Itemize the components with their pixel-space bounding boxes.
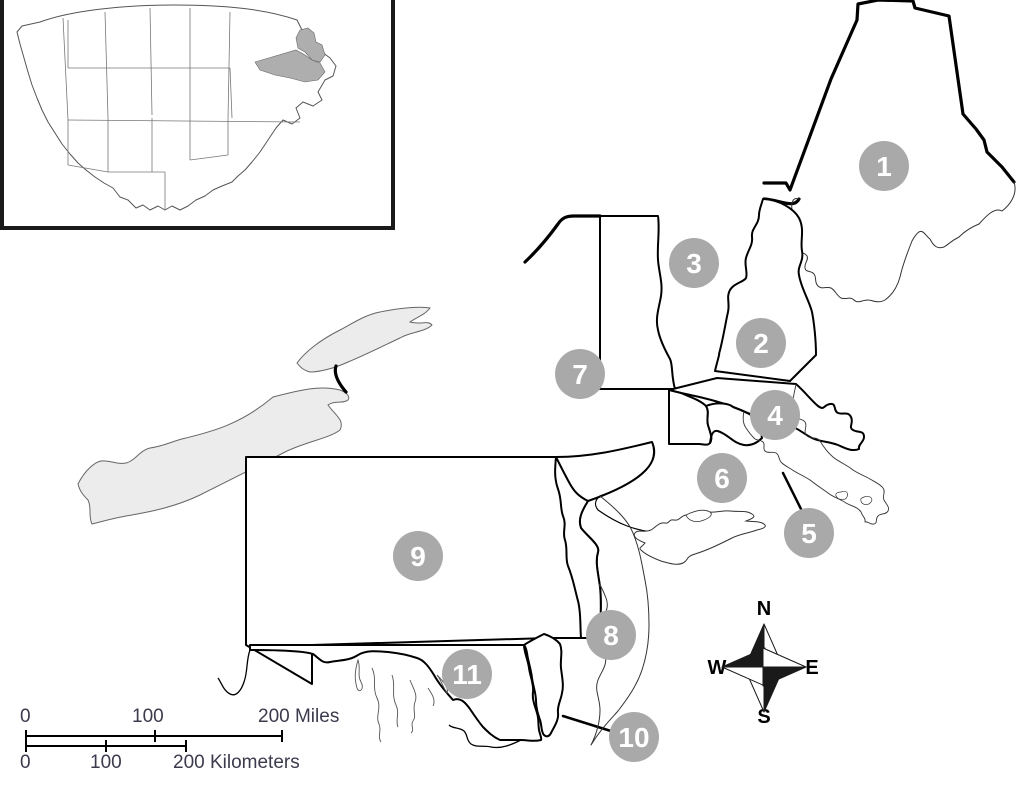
svg-text:7: 7: [572, 359, 588, 390]
svg-text:0: 0: [20, 752, 31, 773]
svg-text:E: E: [805, 657, 818, 679]
svg-text:100: 100: [132, 706, 164, 727]
svg-text:4: 4: [767, 400, 783, 431]
svg-text:11: 11: [452, 659, 482, 690]
svg-text:1: 1: [876, 151, 892, 182]
svg-text:2: 2: [753, 328, 769, 359]
svg-text:3: 3: [686, 248, 702, 279]
svg-text:5: 5: [801, 518, 817, 549]
svg-text:0: 0: [20, 706, 31, 727]
svg-text:200 Kilometers: 200 Kilometers: [173, 752, 300, 773]
svg-text:200 Miles: 200 Miles: [258, 706, 339, 727]
svg-text:100: 100: [90, 752, 122, 773]
svg-text:10: 10: [618, 722, 649, 753]
svg-text:8: 8: [603, 620, 619, 651]
svg-text:9: 9: [410, 541, 426, 572]
svg-text:6: 6: [714, 463, 730, 494]
svg-text:N: N: [757, 598, 771, 620]
